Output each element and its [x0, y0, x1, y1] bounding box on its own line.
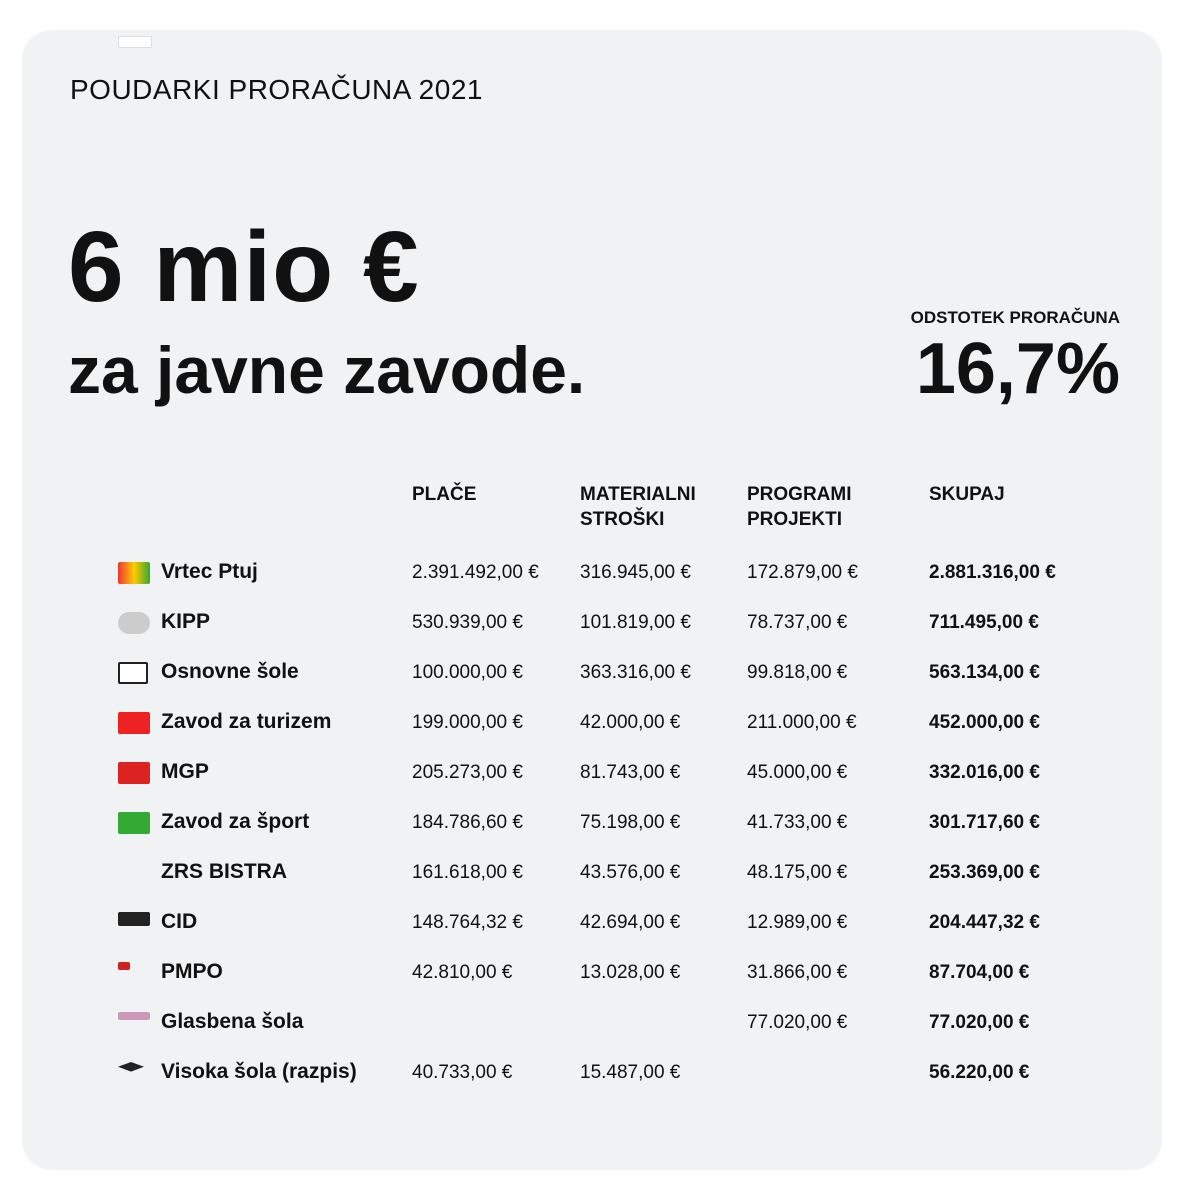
cell: 101.819,00 €: [580, 612, 691, 633]
row-name: PMPO: [161, 960, 223, 983]
logo: [118, 662, 148, 684]
logo: [118, 1012, 150, 1020]
cell: 87.704,00 €: [929, 962, 1030, 983]
cell: 161.618,00 €: [412, 862, 523, 883]
logo: [118, 562, 150, 584]
logo: [118, 1062, 144, 1072]
cell: 711.495,00 €: [929, 612, 1039, 633]
cell: 2.391.492,00 €: [412, 562, 539, 583]
cell: 316.945,00 €: [580, 562, 691, 583]
cell: 43.576,00 €: [580, 862, 681, 883]
cell: 42.810,00 €: [412, 962, 513, 983]
logo: [118, 812, 150, 834]
column-header: PROGRAMI: [747, 484, 852, 505]
row-name: MGP: [161, 760, 209, 783]
cell: 99.818,00 €: [747, 662, 848, 683]
row-name: Vrtec Ptuj: [161, 560, 258, 583]
cell: 301.717,60 €: [929, 812, 1040, 833]
cell: 77.020,00 €: [747, 1012, 848, 1033]
logo: [118, 612, 150, 634]
row-name: Osnovne šole: [161, 660, 299, 683]
logo: [118, 712, 150, 734]
column-header: STROŠKI: [580, 509, 665, 530]
cell: 75.198,00 €: [580, 812, 681, 833]
cell: 100.000,00 €: [412, 662, 523, 683]
logo: [118, 762, 150, 784]
cell: 211.000,00 €: [747, 712, 857, 733]
cell: 253.369,00 €: [929, 862, 1040, 883]
cell: 15.487,00 €: [580, 1062, 681, 1083]
cell: 13.028,00 €: [580, 962, 681, 983]
card: POUDARKI PRORAČUNA 2021 6 mio € za javne…: [22, 30, 1162, 1170]
cell: 332.016,00 €: [929, 762, 1040, 783]
cell: 56.220,00 €: [929, 1062, 1030, 1083]
cell: 42.000,00 €: [580, 712, 681, 733]
cell: 78.737,00 €: [747, 612, 848, 633]
cell: 40.733,00 €: [412, 1062, 513, 1083]
cell: 184.786,60 €: [412, 812, 523, 833]
row-name: ZRS BISTRA: [161, 860, 287, 883]
cell: 363.316,00 €: [580, 662, 691, 683]
cell: 530.939,00 €: [412, 612, 523, 633]
cell: 12.989,00 €: [747, 912, 848, 933]
row-name: Visoka šola (razpis): [161, 1060, 357, 1083]
cell: 48.175,00 €: [747, 862, 848, 883]
row-name: KIPP: [161, 610, 211, 633]
cell: 77.020,00 €: [929, 1012, 1030, 1033]
cell: 205.273,00 €: [412, 762, 523, 783]
cell: 41.733,00 €: [747, 812, 848, 833]
cell: 42.694,00 €: [580, 912, 681, 933]
row-name: Zavod za šport: [161, 810, 310, 833]
share-label: ODSTOTEK PRORAČUNA: [910, 308, 1120, 327]
column-header: PLAČE: [412, 484, 477, 505]
logo: [118, 36, 152, 48]
cell: 2.881.316,00 €: [929, 562, 1056, 583]
title: POUDARKI PRORAČUNA 2021: [70, 74, 483, 105]
cell: 452.000,00 €: [929, 712, 1040, 733]
row-name: Glasbena šola: [161, 1010, 304, 1033]
cell: 45.000,00 €: [747, 762, 848, 783]
logo: [118, 962, 130, 970]
logo: [118, 912, 150, 926]
subheadline: za javne zavode.: [68, 333, 586, 407]
cell: 199.000,00 €: [412, 712, 523, 733]
cell: 148.764,32 €: [412, 912, 523, 933]
cell: 31.866,00 €: [747, 962, 848, 983]
cell: 204.447,32 €: [929, 912, 1040, 933]
cell: 172.879,00 €: [747, 562, 858, 583]
column-header: MATERIALNI: [580, 484, 696, 505]
share-value: 16,7%: [915, 329, 1120, 409]
column-header: SKUPAJ: [929, 484, 1005, 505]
row-name: Zavod za turizem: [161, 710, 332, 733]
cell: 563.134,00 €: [929, 662, 1040, 683]
row-name: CID: [161, 910, 198, 933]
headline: 6 mio €: [68, 211, 420, 323]
cell: 81.743,00 €: [580, 762, 681, 783]
column-header: PROJEKTI: [747, 509, 843, 530]
